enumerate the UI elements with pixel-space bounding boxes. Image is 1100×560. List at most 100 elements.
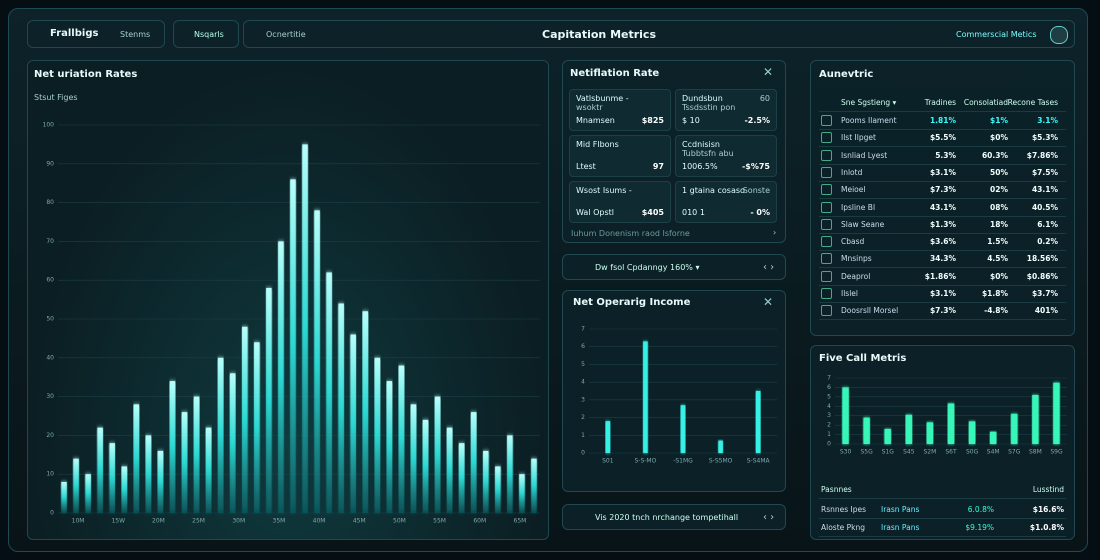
- y-tick-label: 1: [581, 432, 585, 439]
- y-tick-label: 2: [581, 414, 585, 421]
- table-row[interactable]: Ipsline Bl 43.1% 08% 40.5%: [819, 200, 1066, 217]
- page-title: Capitation Metrics: [542, 28, 656, 41]
- column-header: Lusstind: [1032, 485, 1064, 494]
- table-row[interactable]: Inlotd $3.1% 50% $7.5%: [819, 165, 1066, 182]
- row-label: Inlotd: [841, 167, 863, 177]
- card[interactable]: Vatlsbunme - wsoktr Mnamsen $825: [569, 89, 671, 131]
- chevron[interactable]: ›: [773, 228, 777, 237]
- row-icon: [821, 149, 832, 161]
- bar: [1053, 382, 1060, 444]
- column-header: Recone Tases: [1007, 98, 1058, 107]
- x-tick-label: S1G: [882, 449, 895, 456]
- cell: Irasn Pans: [881, 523, 920, 532]
- bar: [1011, 413, 1018, 444]
- bar: [133, 404, 140, 513]
- bar: [643, 341, 648, 453]
- close-icon[interactable]: ✕: [763, 295, 774, 309]
- bar: [85, 474, 91, 513]
- bottom-label[interactable]: Vis 2020 tnch nrchange tompetihall: [595, 513, 739, 522]
- table-row[interactable]: Aloste Pkng Irasn Pans $9.19% $1.0.8%: [819, 520, 1066, 537]
- card-title: Ccdnisisn: [682, 140, 720, 149]
- chevron[interactable]: ‹ ›: [763, 512, 775, 523]
- table-row[interactable]: Meioel $7.3% 02% 43.1%: [819, 182, 1066, 200]
- bar: [531, 458, 537, 513]
- chevron[interactable]: ‹ ›: [763, 262, 775, 273]
- card-value: - 0%: [750, 208, 770, 217]
- header-button[interactable]: Commerscial Metics: [956, 30, 1037, 39]
- y-tick-label: 7: [827, 375, 831, 382]
- net-panel: Net uriation Rates Stsut Figes 0 10 20 30 40…: [27, 60, 549, 540]
- x-tick-label: 30M: [232, 518, 245, 525]
- card-title: Vatlsbunme -: [576, 94, 629, 103]
- table-row[interactable]: Isnliad Lyest 5.3% 60.3% $7.86%: [819, 148, 1066, 165]
- card[interactable]: Mid Flbons Ltest 97: [569, 135, 671, 177]
- table-row[interactable]: Cbasd $3.6% 1.5% 0.2%: [819, 234, 1066, 252]
- table-row[interactable]: Ilst Ilpget $5.5% $0% $5.3%: [819, 130, 1066, 148]
- x-tick-label: 25M: [192, 518, 205, 525]
- bar: [290, 179, 296, 513]
- panel-footer[interactable]: Iuhum Donenism raod Isforne: [571, 229, 690, 238]
- cell-value: 60.3%: [981, 150, 1008, 160]
- row-label: Meioel: [841, 185, 866, 195]
- y-tick-label: 4: [581, 379, 585, 386]
- close-icon[interactable]: ✕: [763, 65, 774, 79]
- table-row[interactable]: Doosrsll Morsel $7.3% -4.8% 401%: [819, 303, 1066, 321]
- y-tick-label: 3: [827, 412, 831, 419]
- cell-value: 43.1%: [929, 202, 956, 212]
- card-label: $ 10: [682, 116, 700, 125]
- select-label[interactable]: Dw fsol Cpdanngy 160% ▾: [595, 263, 700, 272]
- cell: $16.6%: [1032, 505, 1064, 514]
- cell-value: $1.86%: [924, 271, 956, 281]
- bar: [374, 357, 381, 513]
- cell-value: 6.1%: [1037, 219, 1058, 229]
- y-tick-label: 40: [46, 354, 54, 361]
- cell-value: -4.8%: [984, 306, 1008, 316]
- y-tick-label: 80: [46, 199, 54, 206]
- tab-group: Frallbigs Stenms: [27, 20, 165, 48]
- rate-panel: Netiflation Rate ✕ Vatlsbunme - wsoktr Mna…: [562, 60, 786, 243]
- cell-value: $0.86%: [1026, 271, 1058, 281]
- bar: [926, 422, 934, 444]
- card[interactable]: Wsost Isums - Wal Opstl $405: [569, 181, 671, 223]
- tab[interactable]: Stenms: [120, 30, 151, 39]
- select-row[interactable]: Dw fsol Cpdanngy 160% ▾ ‹ ›: [562, 254, 786, 280]
- bar: [217, 357, 224, 513]
- row-icon: [821, 115, 832, 126]
- x-tick-label: S-S5MO: [709, 458, 733, 465]
- cell: $1.0.8%: [1029, 523, 1064, 532]
- table-row[interactable]: Ilslel $3.1% $1.8% $3.7%: [819, 286, 1066, 303]
- bottom-row[interactable]: Vis 2020 tnch nrchange tompetihall ‹ ›: [562, 504, 786, 530]
- tab[interactable]: Nsqarls: [194, 30, 224, 39]
- bar: [338, 303, 344, 513]
- table-row[interactable]: Deaprol $1.86% $0% $0.86%: [819, 269, 1066, 286]
- card-badge: 60: [759, 94, 770, 103]
- bar: [483, 450, 489, 513]
- table-row[interactable]: Rsnnes Ipes Irasn Pans 6.0.8% $16.6%: [819, 502, 1066, 519]
- tab[interactable]: Frallbigs: [50, 28, 99, 39]
- x-tick-label: S4M: [987, 449, 1000, 456]
- tab[interactable]: Ocnertitie: [266, 30, 306, 39]
- x-tick-label: -S1MG: [673, 458, 693, 465]
- five-panel: Five Call Metris 0 1 2 3 4 5 6 7 S30 S5G S1G S45 S2M…: [810, 345, 1075, 540]
- x-tick-label: S01: [602, 458, 614, 465]
- x-tick-label: 50M: [393, 518, 406, 525]
- cell-value: 50%: [990, 167, 1008, 177]
- card[interactable]: Dundsbun Tssdsstin pon 60 $ 10 -2.5%: [675, 89, 777, 131]
- bar: [718, 440, 723, 453]
- table-row[interactable]: Mnsinps 34.3% 4.5% 18.56%: [819, 251, 1066, 269]
- y-tick-label: 5: [827, 393, 831, 400]
- x-tick-label: S-S-MO: [634, 458, 656, 465]
- bar: [61, 481, 67, 513]
- bar: [157, 450, 164, 513]
- table-row[interactable]: Pooms Ilament 1.81% $1% 3.1%: [819, 113, 1066, 130]
- card[interactable]: Ccdnisisn Tubbtsfn abu 1006.5% -$%75: [675, 135, 777, 177]
- avatar[interactable]: [1050, 26, 1068, 44]
- y-tick-label: 0: [581, 450, 585, 457]
- cell-value: $1.3%: [929, 219, 956, 229]
- x-tick-label: 35M: [273, 518, 286, 525]
- row-label: Ilst Ilpget: [841, 133, 876, 143]
- table-row[interactable]: Slaw Seane $1.3% 18% 6.1%: [819, 217, 1066, 234]
- row-icon: [821, 305, 832, 317]
- card[interactable]: 1 gtaina cosaso Sonste 010 1 - 0%: [675, 181, 777, 223]
- bar: [145, 435, 152, 513]
